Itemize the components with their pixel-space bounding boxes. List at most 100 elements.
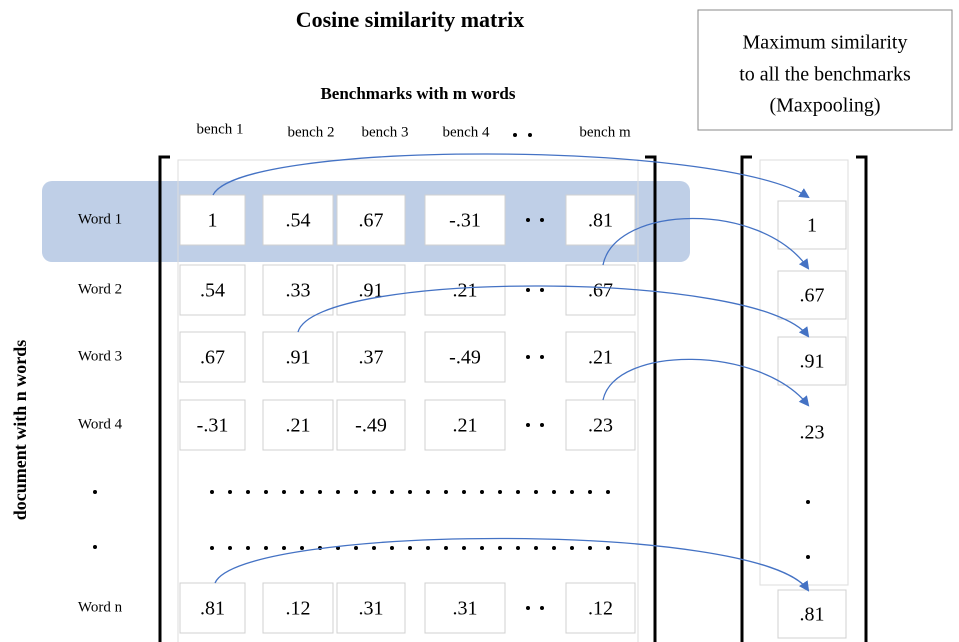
ellipsis-dot	[390, 546, 394, 550]
ellipsis-dot	[372, 490, 376, 494]
cell-value: .67	[588, 280, 613, 302]
ellipsis-dot	[354, 546, 358, 550]
ellipsis-dot	[390, 490, 394, 494]
ellipsis-dot	[498, 490, 502, 494]
ellipsis-dot	[354, 490, 358, 494]
ellipsis-dot	[526, 355, 530, 359]
cell-value: .23	[588, 415, 613, 437]
cell-value: .21	[453, 415, 478, 437]
ellipsis-dot	[210, 490, 214, 494]
ellipsis-dot	[372, 546, 376, 550]
max-value: .81	[800, 604, 825, 626]
ellipsis-dot	[462, 490, 466, 494]
ellipsis-dot	[264, 546, 268, 550]
ellipsis-dot	[516, 490, 520, 494]
ellipsis-dot	[526, 218, 530, 222]
ellipsis-dot	[540, 423, 544, 427]
cell-value: -.31	[197, 415, 229, 437]
max-cell	[777, 336, 847, 386]
row-label: Word n	[78, 599, 123, 615]
cell	[262, 399, 334, 451]
column-label: bench m	[579, 124, 631, 140]
ellipsis-dot	[318, 490, 322, 494]
max-cell	[777, 270, 847, 320]
matrix-area	[177, 159, 639, 642]
cell	[336, 399, 406, 451]
ellipsis-dot	[540, 288, 544, 292]
cell	[262, 264, 334, 316]
row-label: Word 1	[78, 211, 122, 227]
max-cell	[777, 589, 847, 639]
cell-value: .21	[588, 347, 613, 369]
ellipsis-dot	[526, 423, 530, 427]
column-header: Benchmarks with m words	[320, 84, 515, 103]
ellipsis-dot	[570, 546, 574, 550]
arrows	[212, 153, 810, 592]
cell-value: .31	[453, 598, 478, 620]
max-value: 1	[807, 215, 817, 237]
cell	[336, 194, 406, 246]
cell-value: -.31	[449, 210, 481, 232]
cell-value: .12	[588, 598, 613, 620]
max-cell	[777, 200, 847, 250]
cell	[424, 331, 506, 383]
max-value: .91	[800, 351, 825, 373]
ellipsis-dot	[540, 218, 544, 222]
column-label: bench 1	[196, 121, 243, 137]
cell	[424, 399, 506, 451]
ellipsis-dot	[552, 546, 556, 550]
ellipsis-dot	[480, 546, 484, 550]
ellipsis-dot	[588, 546, 592, 550]
title: Cosine similarity matrix	[296, 7, 525, 32]
cell-value: .67	[200, 347, 225, 369]
cell-value: -.49	[355, 415, 387, 437]
cell	[565, 264, 636, 316]
ellipsis-dot	[534, 546, 538, 550]
cell-value: -.49	[449, 347, 481, 369]
ellipsis-dot	[282, 490, 286, 494]
max-value: .67	[800, 285, 825, 307]
ellipsis-dot	[300, 490, 304, 494]
column-label: bench 4	[442, 124, 490, 140]
ellipsis-dot	[480, 490, 484, 494]
ellipsis-dot	[210, 546, 214, 550]
cell-value: .81	[200, 598, 225, 620]
cell-value: .12	[286, 598, 311, 620]
cell-value: .37	[359, 347, 384, 369]
row-label: Word 2	[78, 281, 122, 297]
ellipsis-dot	[426, 546, 430, 550]
maxpool-box	[697, 9, 953, 131]
ellipsis-dot	[300, 546, 304, 550]
cell	[336, 264, 406, 316]
maxpool-line: Maximum similarity	[743, 32, 908, 54]
cell	[262, 194, 334, 246]
cell	[179, 264, 246, 316]
cell	[424, 194, 506, 246]
cell-value: .91	[286, 347, 311, 369]
column-label: bench 2	[287, 124, 334, 140]
ellipsis-dot	[534, 490, 538, 494]
ellipsis-dot	[408, 546, 412, 550]
bracket	[645, 155, 657, 642]
ellipsis-dot	[246, 546, 250, 550]
ellipsis-dot	[552, 490, 556, 494]
row-axis-label: document with n words	[10, 340, 30, 521]
ellipsis-dot	[498, 546, 502, 550]
cell-value: .81	[588, 210, 613, 232]
cell-value: .67	[359, 210, 384, 232]
cell	[179, 194, 246, 246]
cell	[179, 582, 246, 634]
cell-value: .33	[286, 280, 311, 302]
ellipsis-dot	[444, 546, 448, 550]
cell-value: .54	[286, 210, 311, 232]
ellipsis-dot	[228, 490, 232, 494]
cell-value: .31	[359, 598, 384, 620]
cell	[336, 331, 406, 383]
ellipsis-dot	[516, 546, 520, 550]
cell	[336, 582, 406, 634]
ellipsis-dot	[408, 490, 412, 494]
bracket	[740, 155, 752, 642]
cell	[424, 582, 506, 634]
cell-value: 1	[208, 210, 218, 232]
cell	[565, 582, 636, 634]
